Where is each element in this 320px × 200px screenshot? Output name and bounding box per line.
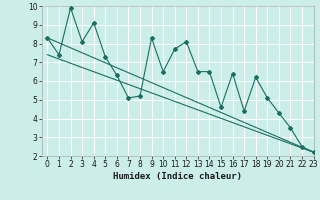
X-axis label: Humidex (Indice chaleur): Humidex (Indice chaleur) <box>113 172 242 181</box>
